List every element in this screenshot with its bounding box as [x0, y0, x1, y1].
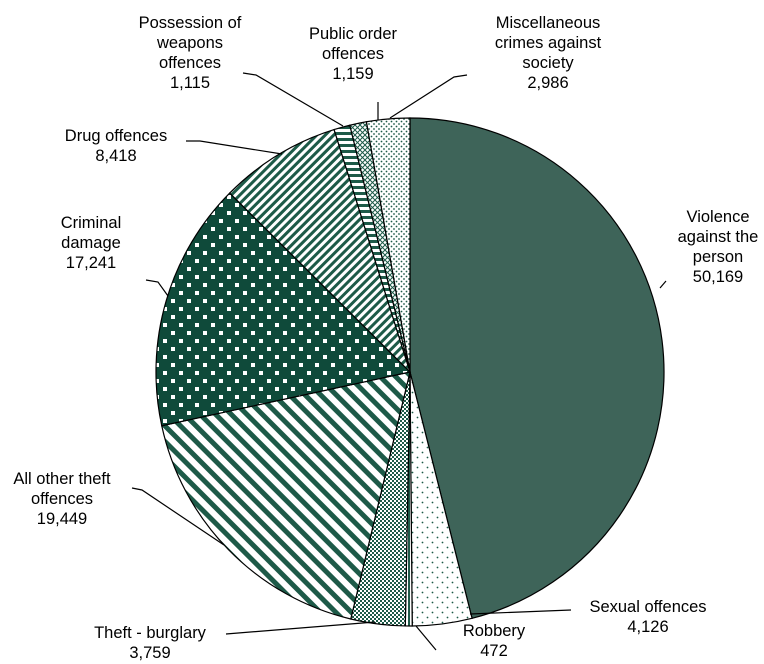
slice-value-label: 3,759: [129, 644, 170, 662]
leader-line-violence-against-the-person: [659, 280, 667, 289]
slice-all-other-theft-offences: [161, 371, 411, 620]
slice-name-label: damage: [61, 234, 121, 252]
slice-name-label: All other theft: [13, 470, 111, 488]
slice-name-label: crimes against: [495, 34, 602, 52]
leader-line-sexual-offences: [469, 609, 572, 615]
slice-name-label: Violence: [687, 208, 750, 226]
pie-slices: [155, 117, 665, 627]
slice-violence-against-the-person: [409, 117, 665, 620]
slice-value-label: 4,126: [627, 618, 668, 636]
slice-label-miscellaneous-crimes-against-society: Miscellaneous crimes against society 2,986: [495, 14, 602, 92]
slice-label-violence-against-the-person: Violence against the person 50,169: [678, 208, 759, 286]
slice-name-label: offences: [322, 45, 384, 63]
slice-label-all-other-theft-offences: All other theft offences 19,449: [13, 470, 111, 528]
slice-value-label: 1,115: [170, 74, 210, 92]
slice-name-label: Drug offences: [65, 127, 167, 145]
slice-label-robbery: Robbery 472: [463, 622, 526, 660]
slice-label-sexual-offences: Sexual offences 4,126: [589, 598, 706, 636]
slice-value-label: 8,418: [95, 147, 136, 165]
leader-line-robbery: [415, 625, 437, 651]
leader-line-all-other-theft-offences: [131, 487, 225, 546]
slice-value-label: 2,986: [527, 74, 568, 92]
slice-miscellaneous-crimes-against-society: [365, 117, 411, 373]
slice-criminal-damage: [155, 192, 412, 427]
leader-line-possession-of-weapons-offences: [242, 72, 344, 127]
slice-label-public-order-offences: Public order offences 1,159: [309, 25, 398, 83]
slice-name-label: offences: [31, 490, 93, 508]
slice-value-label: 50,169: [693, 268, 743, 286]
slice-name-label: Sexual offences: [589, 598, 706, 616]
slice-label-possession-of-weapons-offences: Possession of weapons offences 1,115: [139, 14, 242, 92]
leader-lines: [131, 72, 667, 651]
slice-label-criminal-damage: Criminal damage 17,241: [61, 214, 122, 272]
slice-name-label: Criminal: [61, 214, 122, 232]
leader-line-miscellaneous-crimes-against-society: [389, 74, 468, 119]
leader-line-drug-offences: [186, 140, 283, 155]
slice-name-label: offences: [159, 54, 221, 72]
slice-label-drug-offences: Drug offences 8,418: [65, 127, 167, 165]
slice-label-theft-burglary: Theft - burglary 3,759: [94, 624, 207, 662]
slice-name-label: weapons: [156, 34, 223, 52]
slice-name-label: against the: [678, 228, 759, 246]
leader-line-theft-burglary: [225, 621, 376, 635]
slice-name-label: person: [693, 248, 743, 266]
slice-drug-offences: [228, 128, 411, 373]
slice-name-label: Robbery: [463, 622, 526, 640]
slice-name-label: Possession of: [139, 14, 242, 32]
slice-name-label: society: [522, 54, 574, 72]
leader-line-criminal-damage: [145, 279, 169, 297]
slice-name-label: Public order: [309, 25, 398, 43]
slice-value-label: 17,241: [66, 254, 116, 272]
slice-value-label: 19,449: [37, 510, 87, 528]
slice-value-label: 472: [480, 642, 508, 660]
slice-name-label: Miscellaneous: [496, 14, 601, 32]
slice-name-label: Theft - burglary: [94, 624, 207, 642]
slice-labels: Violence against the person 50,169 Sexual of…: [13, 14, 758, 662]
slice-value-label: 1,159: [332, 65, 373, 83]
